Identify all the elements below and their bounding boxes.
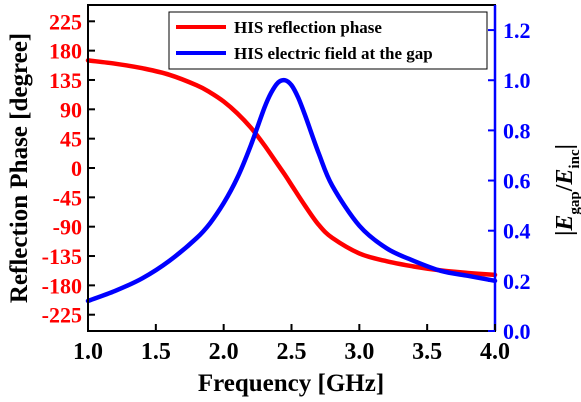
left-axis-ticks: 225 180 135 90 45 0 -45 -90 -135 -180 -225 [42,9,95,328]
left-tick-label: 45 [60,127,82,152]
x-tick-label: 1.5 [141,339,171,365]
left-tick-label: 0 [71,156,82,181]
series-curves [85,58,498,304]
legend: HIS reflection phase HIS electric field … [168,11,488,70]
series-line-electric-field [85,77,498,304]
right-tick-label: 1.2 [503,18,531,43]
left-tick-label: -225 [42,303,82,328]
right-tick-label: 0.6 [503,169,531,194]
legend-label-phase: HIS reflection phase [234,18,382,37]
right-tick-label: 0.0 [503,319,531,344]
left-axis-label: Reflection Phase [degree] [6,33,33,303]
left-tick-label: -135 [42,244,82,269]
right-tick-label: 0.4 [503,219,531,244]
x-tick-label: 2.5 [277,339,307,365]
left-tick-label: -180 [42,273,82,298]
legend-label-field: HIS electric field at the gap [234,44,433,63]
svg-text:|Egap/Einc|: |Egap/Einc| [552,144,581,236]
x-tick-label: 1.0 [73,339,103,365]
right-tick-label: 0.2 [503,269,531,294]
left-tick-label: 135 [49,68,82,93]
left-tick-label: 180 [49,39,82,64]
left-tick-label: -45 [53,185,82,210]
x-axis-ticks: 1.0 1.5 2.0 2.5 3.0 3.5 4.0 [73,324,510,365]
left-tick-label: -90 [53,215,82,240]
left-tick-label: 225 [49,9,82,34]
x-tick-label: 3.5 [412,339,442,365]
x-tick-label: 4.0 [480,339,510,365]
left-tick-label: 90 [60,97,82,122]
legend-box [168,11,488,70]
right-tick-label: 1.0 [503,68,531,93]
right-tick-label: 0.8 [503,118,531,143]
x-axis-label: Frequency [GHz] [198,370,384,397]
series-line-reflection-phase [85,58,498,278]
x-tick-label: 3.0 [344,339,374,365]
right-axis-ticks: 0.0 0.2 0.4 0.6 0.8 1.0 1.2 [488,18,531,344]
x-tick-label: 2.0 [209,339,239,365]
right-axis-label: |Egap/Einc| [552,144,581,236]
